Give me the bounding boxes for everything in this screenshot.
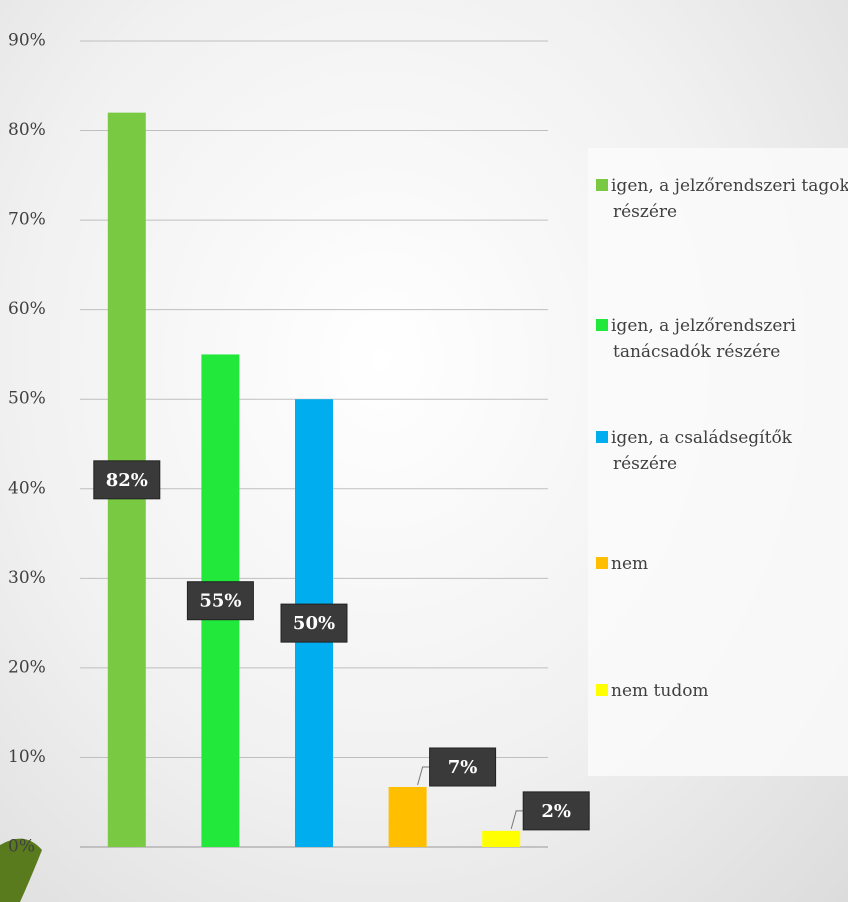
legend-entry: igen, a családsegítők részére [596,425,848,477]
legend-label: igen, a családsegítők részére [611,428,792,474]
legend-label: igen, a jelzőrendszeri tanácsadók részér… [611,316,796,362]
legend-swatch [596,431,608,443]
legend-swatch [596,684,608,696]
data-label: 50% [293,613,335,634]
legend-entry: nem [596,551,848,577]
legend-swatch [596,319,608,331]
data-label-box [93,460,161,500]
data-label-box [429,747,497,787]
legend: igen, a jelzőrendszeri tagok részére igen… [588,148,848,776]
bar [388,786,427,847]
legend-label: nem tudom [611,681,709,701]
legend-entry: igen, a jelzőrendszeri tagok részére [596,173,848,225]
y-tick-label: 90% [8,31,46,51]
y-tick-label: 30% [8,568,46,588]
data-label: 82% [106,470,148,491]
y-tick-label: 20% [8,657,46,677]
legend-swatch [596,557,608,569]
y-tick-label: 70% [8,210,46,230]
legend-swatch [596,179,608,191]
data-label: 7% [448,757,478,778]
bar [482,830,521,847]
legend-entry: nem tudom [596,678,848,704]
data-label-box [280,603,348,643]
y-tick-label: 10% [8,747,46,767]
data-label: 2% [541,801,571,822]
y-tick-label: 80% [8,120,46,140]
y-tick-label: 60% [8,299,46,319]
legend-label: igen, a jelzőrendszeri tagok részére [611,176,848,222]
y-tick-label: 50% [8,389,46,409]
legend-entry: igen, a jelzőrendszeri tanácsadók részér… [596,313,848,365]
legend-label: nem [611,554,649,574]
data-label-box [186,581,254,621]
y-tick-label: 40% [8,478,46,498]
y-tick-label: 0% [8,837,35,857]
data-label-box [522,791,590,831]
data-label: 55% [199,591,241,612]
leaf-decoration [0,838,42,902]
